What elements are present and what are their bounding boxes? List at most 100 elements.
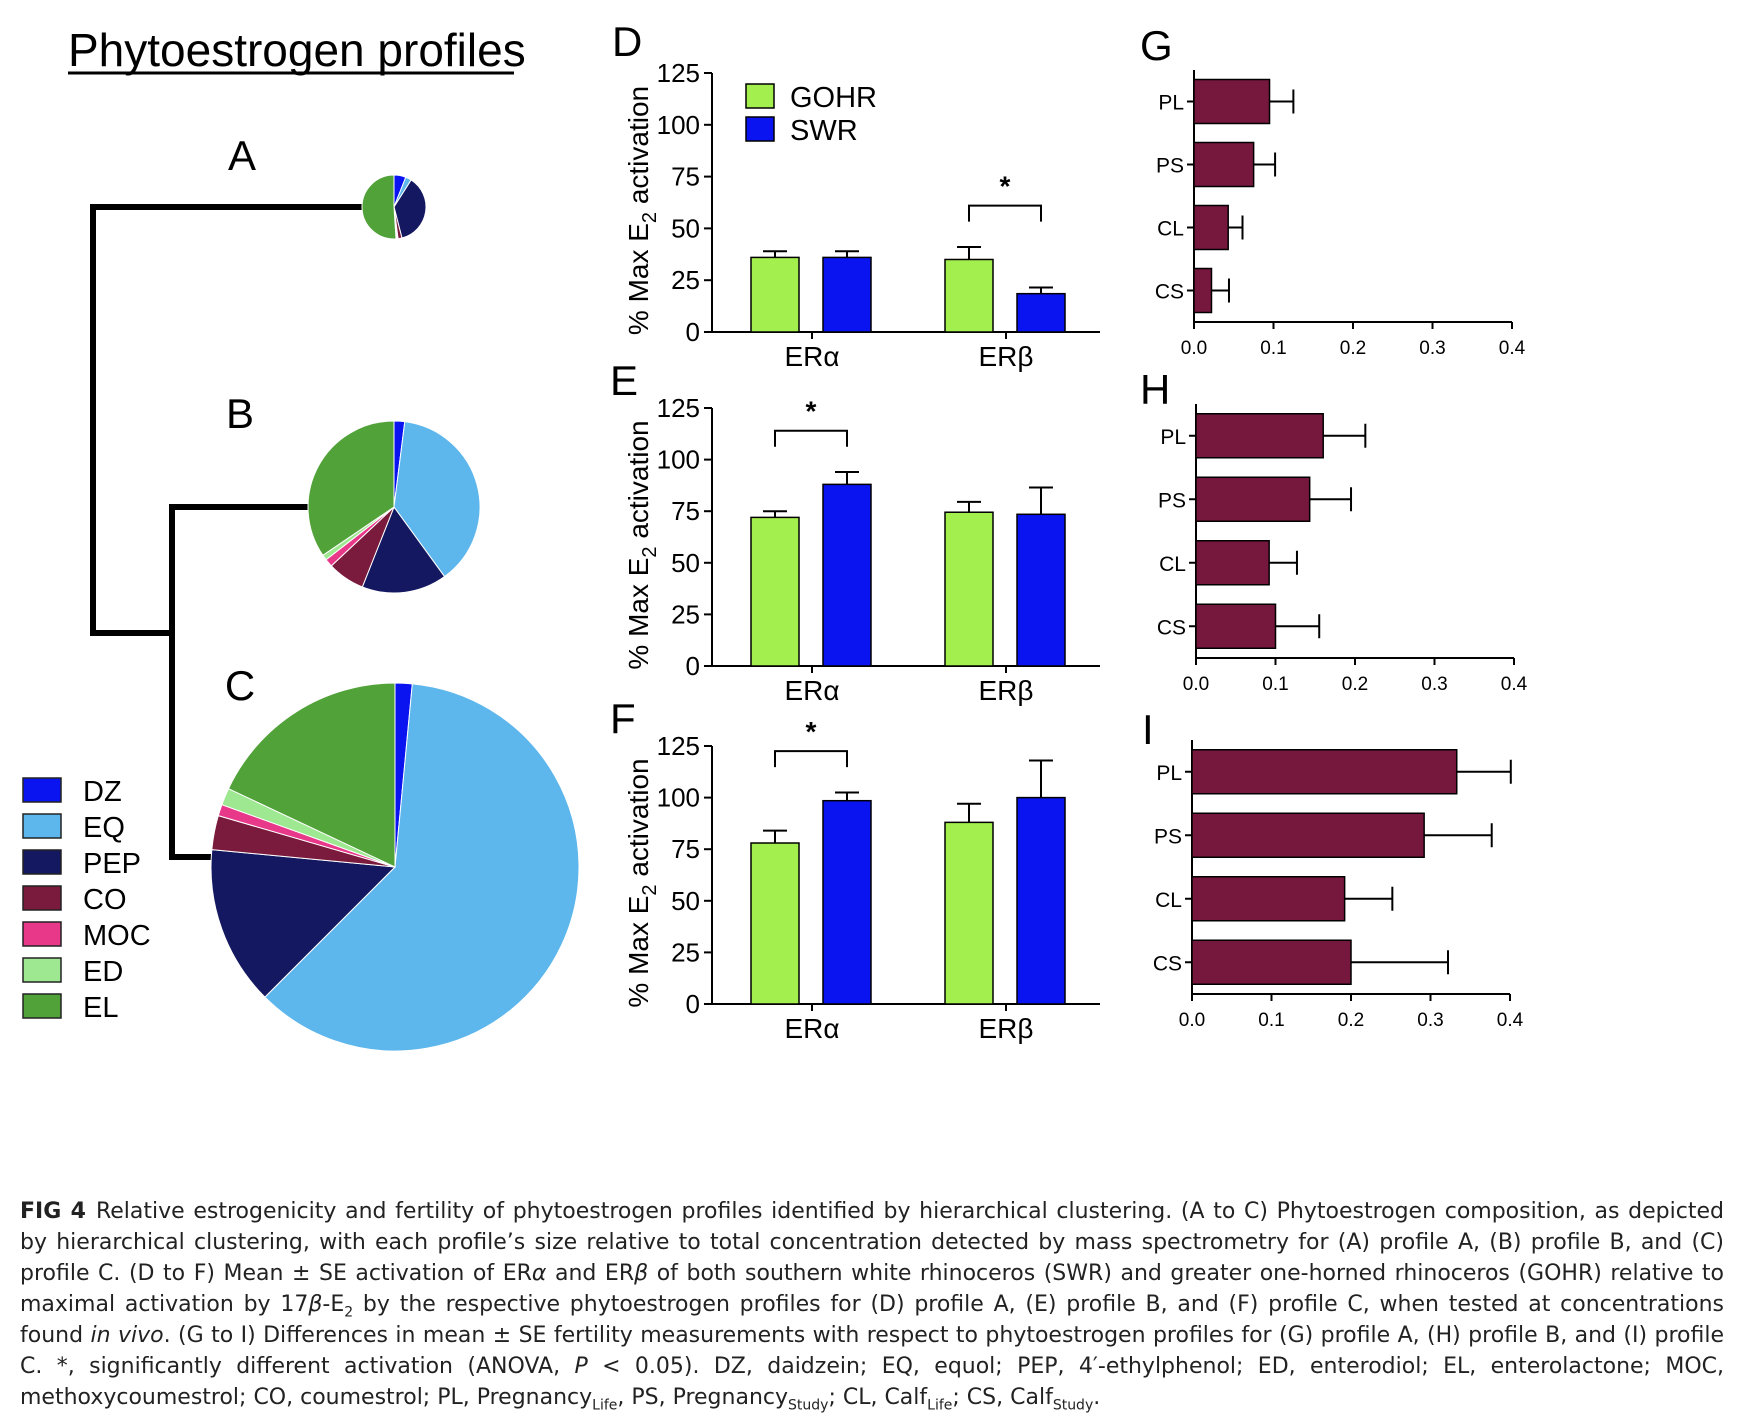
x-tick-label: 0.4 — [1499, 338, 1526, 359]
dendrogram — [90, 204, 365, 860]
x-tick-label: 0.0 — [1183, 674, 1209, 695]
y-tick-label: 25 — [671, 265, 700, 295]
x-tick-label: 0.1 — [1258, 1010, 1284, 1031]
legend-label-swr: SWR — [790, 115, 858, 147]
legend: DZ EQ PEP CO MOC ED EL — [22, 776, 151, 1024]
pie-chart-b: B — [226, 390, 481, 594]
y-tick-label: 100 — [657, 110, 700, 140]
y-tick-label: 50 — [671, 213, 700, 243]
y-tick-label: CS — [1153, 952, 1182, 975]
x-tick-label: 0.0 — [1181, 338, 1207, 359]
hbar-chart-i: I 0.0 0.1 0.2 0.3 0.4 PL PS CL CS — [1142, 706, 1524, 1031]
caption-text: < 0.05). DZ, daidzein; EQ, equol; PEP, 4… — [20, 1354, 1725, 1410]
caption-text: and ER — [546, 1261, 635, 1286]
panel-label-d: D — [612, 18, 642, 65]
bar-gohr — [750, 256, 800, 333]
legend-label-eq: EQ — [83, 812, 125, 844]
significance-bracket — [774, 750, 848, 768]
legend-swatch-swr — [745, 116, 775, 142]
bar-gohr — [750, 516, 800, 667]
pie-slice-el — [307, 420, 395, 557]
bar-cs — [1191, 939, 1352, 985]
y-tick-label: 50 — [671, 548, 700, 578]
caption-text: . — [1093, 1385, 1101, 1410]
legend-label-el: EL — [83, 992, 118, 1024]
y-tick-label: CL — [1157, 218, 1184, 241]
x-tick-label: 0.0 — [1179, 1010, 1205, 1031]
x-tick-label: 0.1 — [1262, 674, 1288, 695]
y-tick-label: CL — [1155, 889, 1182, 912]
y-tick-label: 0 — [686, 989, 700, 1019]
bar-cs — [1195, 603, 1277, 649]
pie-slice-el — [227, 682, 396, 868]
y-tick-label: 125 — [657, 731, 700, 761]
bar-ps — [1195, 476, 1311, 522]
legend-label-co: CO — [83, 884, 127, 916]
y-tick-label: 75 — [671, 496, 700, 526]
y-tick-label: 75 — [671, 162, 700, 192]
hbar-chart-h: H 0.0 0.1 0.2 0.3 0.4 PL PS CL CS — [1140, 366, 1528, 695]
bar-chart-d: D 0 25 50 75 100 125% Max E2 activation ERα ERβ *… — [612, 18, 1100, 372]
x-tick-label: ERβ — [978, 1013, 1033, 1044]
legend-label-ed: ED — [83, 956, 123, 988]
caption-text: -E — [322, 1292, 345, 1317]
hbar-chart-g: G 0.0 0.1 0.2 0.3 0.4 PL PS CL CS — [1140, 22, 1526, 359]
y-axis-label: % Max E2 activation — [623, 86, 661, 335]
x-tick-label: ERβ — [978, 341, 1033, 372]
bar-gohr — [944, 258, 994, 333]
legend-swatch-dz — [22, 777, 62, 803]
y-axis-label: % Max E2 activation — [623, 420, 661, 669]
x-tick-label: 0.3 — [1421, 674, 1447, 695]
y-axis-label: % Max E2 activation — [623, 758, 661, 1007]
figure-caption: FIG 4 Relative estrogenicity and fertilit… — [20, 1196, 1724, 1413]
caption-text: β — [634, 1261, 649, 1286]
x-tick-label: ERβ — [978, 675, 1033, 706]
panel-label-g: G — [1140, 22, 1173, 69]
bar-swr — [822, 256, 872, 333]
y-tick-label: 25 — [671, 599, 700, 629]
caption-text: ; CL, Calf — [828, 1385, 928, 1410]
y-tick-label: 25 — [671, 937, 700, 967]
bar-cl — [1193, 204, 1229, 251]
x-tick-label: 0.4 — [1501, 674, 1528, 695]
bar-swr — [822, 483, 872, 667]
legend-swatch-co — [22, 885, 62, 911]
legend-swatch-moc — [22, 921, 62, 947]
significance-marker: * — [1000, 171, 1011, 202]
bar-gohr — [944, 511, 994, 667]
panel-label-c: C — [225, 662, 255, 709]
bar-cl — [1191, 876, 1346, 922]
dendrogram-branch-a — [90, 204, 365, 636]
x-tick-label: 0.2 — [1340, 338, 1366, 359]
caption-text: Study — [788, 1397, 829, 1414]
caption-text: in vivo — [90, 1323, 164, 1348]
caption-text: Relative estrogenicity and fertility of … — [20, 1199, 1724, 1286]
y-tick-label: 0 — [686, 651, 700, 681]
caption-text: by the respective phytoestrogen profiles… — [20, 1292, 1724, 1348]
bar-pl — [1195, 413, 1324, 459]
bar-pl — [1193, 78, 1271, 125]
y-tick-label: PS — [1154, 825, 1182, 848]
y-tick-label: PS — [1156, 155, 1184, 178]
panel-label-i: I — [1142, 706, 1154, 753]
legend-swatch-pep — [22, 849, 62, 875]
caption-body: Relative estrogenicity and fertility of … — [20, 1199, 1725, 1414]
significance-bracket — [968, 204, 1042, 222]
caption-text: ; CS, Calf — [952, 1385, 1053, 1410]
y-tick-label: PL — [1158, 92, 1184, 115]
y-tick-label: PL — [1160, 426, 1186, 449]
bar-cl — [1195, 540, 1270, 586]
caption-text: Life — [592, 1397, 618, 1414]
caption-text: β — [308, 1292, 323, 1317]
significance-marker: * — [806, 716, 817, 747]
x-tick-label: 0.3 — [1419, 338, 1445, 359]
y-tick-label: 100 — [657, 445, 700, 475]
caption-label: FIG 4 — [20, 1199, 86, 1224]
significance-marker: * — [806, 396, 817, 427]
y-tick-label: 125 — [657, 58, 700, 88]
pie-chart-c: C — [210, 662, 580, 1052]
x-tick-label: ERα — [784, 341, 839, 372]
bar-swr — [822, 799, 872, 1005]
caption-text: α — [531, 1261, 547, 1286]
bar-pl — [1191, 749, 1458, 795]
